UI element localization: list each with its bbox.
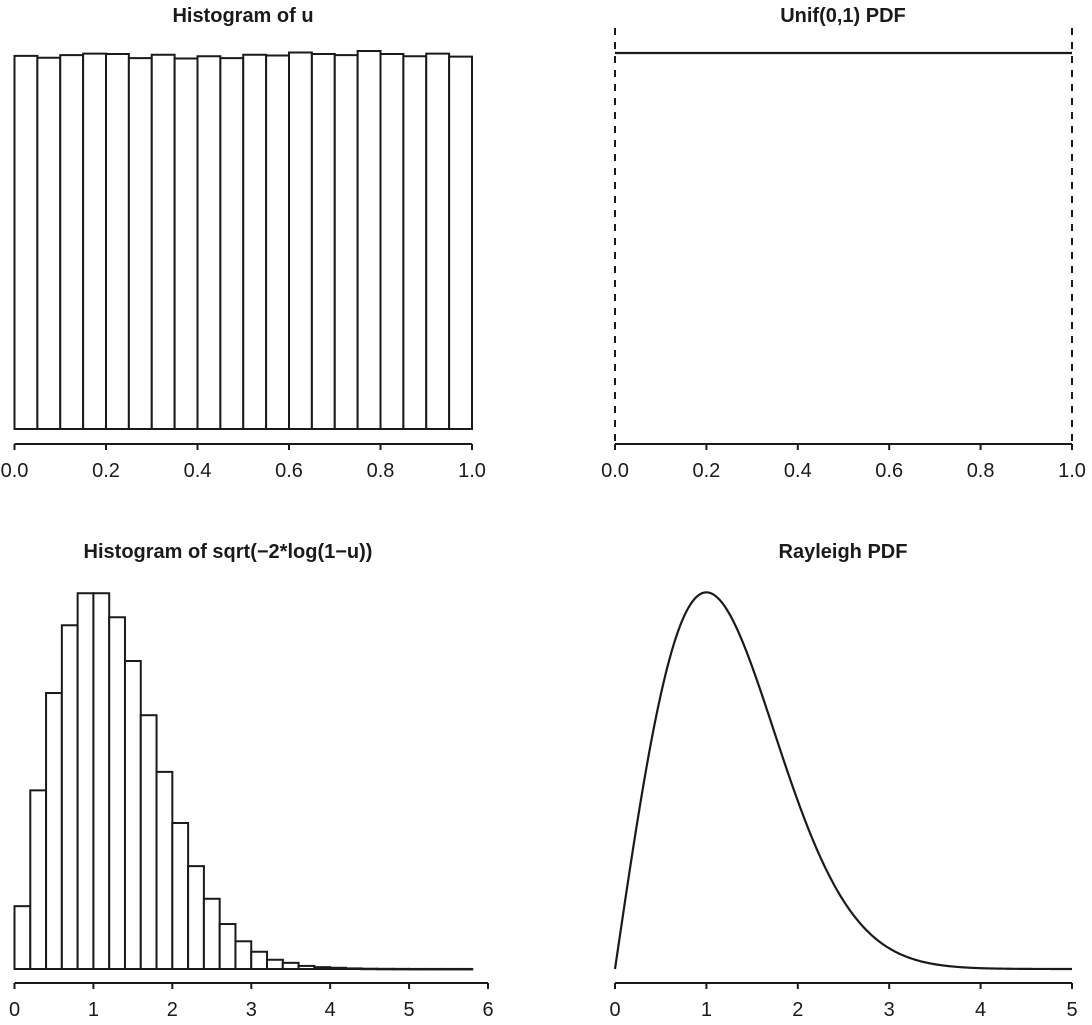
histogram-bar: [408, 967, 426, 971]
histogram-bar: [29, 789, 48, 970]
histogram-bar: [288, 51, 313, 431]
panel-3-tick-label: 1: [88, 999, 99, 1021]
panel-4-tick-label: 5: [1066, 999, 1077, 1021]
panel-3-tick-label: 6: [482, 999, 493, 1021]
histogram-bar: [266, 958, 284, 971]
histogram-bar: [333, 54, 359, 431]
histogram-bar: [439, 967, 458, 971]
panel-2-tick-label: 0.8: [967, 460, 995, 482]
histogram-bar: [344, 967, 363, 970]
histogram-bar: [59, 54, 85, 431]
histogram-bar: [150, 53, 176, 431]
histogram-bar: [234, 940, 253, 971]
panel-3-tick-label: 3: [246, 999, 257, 1021]
histogram-bar: [356, 50, 382, 430]
histogram-bar: [392, 967, 411, 971]
panel-2-tick-label: 0.6: [875, 460, 903, 482]
histogram-bar: [187, 865, 205, 970]
histogram-bar: [127, 57, 153, 430]
histogram-bar: [13, 905, 32, 971]
panel-2-tick-label: 0.2: [692, 460, 720, 482]
histogram-bar: [196, 55, 222, 430]
panel-2-tick-label: 1.0: [1058, 460, 1086, 482]
histogram-bar: [219, 57, 245, 430]
histogram-bar: [329, 966, 347, 971]
panel-4-title: Rayleigh PDF: [779, 541, 908, 563]
panel-4-tick-label: 0: [609, 999, 620, 1021]
panel-3-tick-label: 2: [167, 999, 178, 1021]
panel-2-tick-label: 0.0: [601, 460, 629, 482]
histogram-bar: [13, 54, 39, 430]
panel-3-title: Histogram of sqrt(−2*log(1−u)): [84, 541, 373, 563]
panel-2-tick-label: 0.4: [784, 460, 812, 482]
histogram-bar: [139, 714, 158, 971]
panel-4-tick-label: 2: [792, 999, 803, 1021]
panel-3-tick-label: 5: [404, 999, 415, 1021]
histogram-bar: [265, 54, 290, 430]
histogram-bar: [310, 53, 336, 430]
histogram-bar: [36, 56, 62, 431]
histogram-bar: [60, 624, 79, 970]
panel-3-tick-label: 0: [9, 999, 20, 1021]
histogram-bar: [171, 822, 190, 970]
panel-1-tick-label: 0.8: [367, 460, 395, 482]
histogram-bar: [155, 770, 174, 970]
panel-4-tick-label: 3: [884, 999, 895, 1021]
histogram-bar: [242, 53, 268, 431]
panel-3-tick-label: 4: [325, 999, 336, 1021]
rayleigh-pdf-curve: [613, 591, 1072, 971]
histogram-bar: [379, 53, 405, 430]
histogram-bar: [376, 967, 395, 971]
histogram-bar: [108, 616, 126, 970]
histogram-bar: [402, 55, 428, 430]
histogram-bar: [92, 592, 111, 970]
histogram-bar: [448, 55, 473, 430]
histogram-bar: [360, 967, 379, 971]
panel-1-tick-label: 0.0: [1, 460, 29, 482]
histogram-bar: [455, 967, 474, 971]
histogram-bar: [173, 57, 199, 430]
panel-2-title: Unif(0,1) PDF: [780, 5, 906, 27]
panel-1-tick-label: 0.6: [275, 460, 303, 482]
histogram-bar: [250, 950, 269, 971]
panel-4-tick-label: 1: [701, 999, 712, 1021]
histogram-bar: [202, 897, 221, 970]
histogram-bar: [281, 961, 300, 971]
histogram-bar: [82, 52, 107, 430]
histogram-bar: [297, 964, 316, 970]
panel-1-tick-label: 1.0: [458, 460, 486, 482]
histogram-bar: [45, 692, 63, 970]
histogram-bar: [123, 660, 142, 970]
panel-1-title: Histogram of u: [172, 5, 313, 27]
histogram-bar: [218, 923, 237, 970]
histogram-bar: [105, 53, 130, 430]
panel-4-tick-label: 4: [975, 999, 986, 1021]
histogram-bar: [76, 592, 95, 970]
histogram-bar: [425, 52, 451, 430]
panel-1-tick-label: 0.4: [184, 460, 212, 482]
panel-1-tick-label: 0.2: [92, 460, 120, 482]
histogram-bar: [423, 967, 442, 971]
histogram-bar: [313, 966, 332, 970]
